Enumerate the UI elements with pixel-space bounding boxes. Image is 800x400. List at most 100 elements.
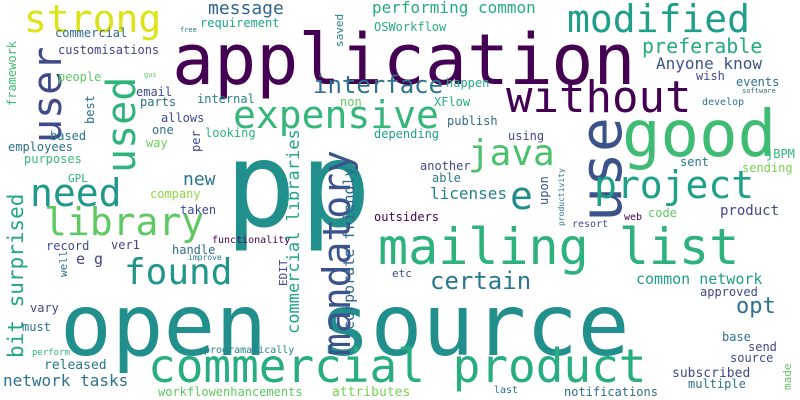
word-wish: wish xyxy=(696,69,725,83)
word-vary: vary xyxy=(30,301,59,315)
word-mailing-list: mailing list xyxy=(378,218,740,276)
word-need: need xyxy=(30,171,122,215)
word-taken: taken xyxy=(180,203,217,217)
word-preferable: preferable xyxy=(642,34,763,58)
word-email: email xyxy=(136,85,173,99)
word-notifications: notifications xyxy=(564,385,658,399)
word-way: way xyxy=(146,136,168,150)
word-outsiders: outsiders xyxy=(374,210,440,224)
word-people: people xyxy=(58,70,102,84)
word-made: made xyxy=(781,363,794,391)
word-strong: strong xyxy=(24,0,162,41)
word-resort: resort xyxy=(572,219,609,230)
word-found: found xyxy=(124,252,233,293)
word-network-tasks: network tasks xyxy=(3,371,129,390)
word-approved: approved xyxy=(700,285,758,299)
word-non: non xyxy=(340,95,362,109)
word-software: software xyxy=(742,87,776,95)
word-jbpm: jBPM xyxy=(766,147,795,161)
word-library: library xyxy=(44,200,205,244)
word-productivity: productivity xyxy=(557,168,566,226)
word-events: events xyxy=(736,75,780,89)
word-sent: sent xyxy=(680,155,709,169)
word-opt: opt xyxy=(736,294,776,319)
word-e: e xyxy=(510,174,533,218)
word-commercial-libraries: commercial libraries xyxy=(284,129,304,334)
word-open-source: open source xyxy=(60,276,630,376)
word-attributes: attributes xyxy=(332,385,411,400)
word-per: per xyxy=(189,130,203,152)
word-customisations: customisations xyxy=(58,43,160,57)
word-subscribed: subscribed xyxy=(672,366,751,381)
word-new: new xyxy=(183,169,216,190)
word-requirement: requirement xyxy=(200,16,280,30)
word-base: base xyxy=(722,330,751,344)
word-web: web xyxy=(624,212,643,223)
word-code: code xyxy=(648,206,677,220)
word-free: free xyxy=(180,26,197,34)
word-must: must xyxy=(22,320,51,334)
word-record: record xyxy=(46,239,90,253)
word-well: well xyxy=(57,250,70,278)
word-gus: gus xyxy=(144,71,157,79)
word-one: one xyxy=(152,123,174,137)
word-etc: etc xyxy=(392,267,412,280)
word-corporate-friendly: corporate friendly xyxy=(340,167,358,330)
word-performing-common: performing common xyxy=(372,0,536,17)
word-expensive: expensive xyxy=(233,93,439,137)
word-purposes: purposes xyxy=(24,152,82,166)
word-publish: publish xyxy=(447,114,498,128)
word-modified: modified xyxy=(567,0,751,41)
word-application: application xyxy=(172,19,636,101)
word-interface: interface xyxy=(313,71,444,99)
word-workflowenhancements: workflowenhancements xyxy=(158,385,303,399)
word-osworkflow: OSWorkflow xyxy=(374,20,447,34)
word-java: java xyxy=(468,133,555,174)
word-licenses: licenses xyxy=(430,184,508,203)
word-last: last xyxy=(494,385,519,396)
word-company: company xyxy=(150,187,201,201)
word-common-network: common network xyxy=(636,270,763,288)
word-without: without xyxy=(506,72,692,123)
word-framework: framework xyxy=(5,40,19,106)
word-edit: EDIT xyxy=(277,259,290,287)
word-best: best xyxy=(83,95,97,124)
word-p: p xyxy=(225,116,297,254)
word-p-2: p xyxy=(300,116,372,254)
word-commercial: commercial xyxy=(55,26,128,40)
word-looking: looking xyxy=(205,126,256,140)
word-project: project xyxy=(594,163,755,207)
word-ver1: ver1 xyxy=(111,238,140,252)
word-happen: happen xyxy=(446,76,490,90)
word-allows: allows xyxy=(161,111,205,125)
word-send: send xyxy=(748,340,777,354)
word-depending: depending xyxy=(374,127,440,141)
word-sending: sending xyxy=(742,161,793,175)
word-certain: certain xyxy=(430,267,532,295)
word-handle: handle xyxy=(172,243,216,257)
word-message: message xyxy=(208,0,284,19)
word-functionality: functionality xyxy=(212,235,291,246)
word-parts: parts xyxy=(140,95,177,109)
word-product: product xyxy=(720,203,780,219)
word-develop: develop xyxy=(702,97,745,108)
word-another: another xyxy=(420,159,471,173)
word-anyone-know: Anyone know xyxy=(656,54,762,73)
word-saved: saved xyxy=(333,13,346,47)
word-programatically: programatically xyxy=(204,345,295,356)
word-upon: upon xyxy=(537,176,551,205)
word-e-g: e g xyxy=(76,250,104,268)
word-commercial-product: commercial product xyxy=(148,339,647,393)
word-improve: improve xyxy=(188,253,222,262)
word-good: good xyxy=(622,98,777,172)
word-multiple: multiple xyxy=(688,377,746,391)
word-able: able xyxy=(432,171,461,185)
word-using: using xyxy=(508,129,545,143)
word-based: based xyxy=(50,129,87,143)
word-perform: perform xyxy=(32,348,70,358)
word-internal: internal xyxy=(197,92,255,106)
word-gpl: GPL xyxy=(68,172,88,185)
word-source: source xyxy=(730,351,774,365)
word-employees: employees xyxy=(8,140,74,154)
